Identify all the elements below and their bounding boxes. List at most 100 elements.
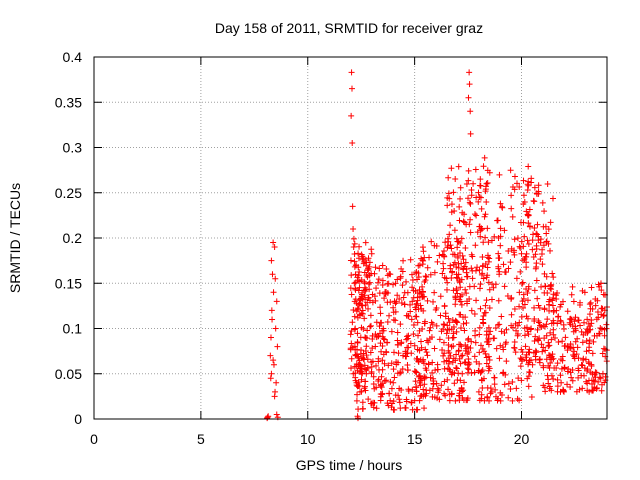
data-point: [481, 154, 488, 161]
data-point: [447, 262, 454, 269]
data-point: [503, 339, 510, 346]
data-point: [575, 365, 582, 372]
data-point: [481, 213, 488, 220]
data-point: [460, 256, 467, 263]
data-point: [477, 194, 484, 201]
data-point: [520, 192, 527, 199]
data-point: [590, 338, 597, 345]
data-point: [547, 219, 554, 226]
data-point: [447, 242, 454, 249]
data-point: [443, 357, 450, 364]
data-point: [482, 260, 489, 267]
data-point: [468, 187, 475, 194]
data-point: [544, 316, 551, 323]
data-point: [440, 352, 447, 359]
data-point: [569, 377, 576, 384]
data-point: [587, 299, 594, 306]
data-point: [453, 235, 460, 242]
data-point: [357, 334, 364, 341]
data-point: [456, 217, 463, 224]
data-point: [508, 322, 515, 329]
data-point: [348, 112, 355, 119]
data-point: [580, 331, 587, 338]
y-tick-label: 0.4: [63, 49, 83, 65]
data-point: [430, 380, 437, 387]
data-point: [396, 296, 403, 303]
data-point: [542, 388, 549, 395]
data-point: [379, 262, 386, 269]
data-point: [449, 334, 456, 341]
data-point: [476, 331, 483, 338]
data-point: [375, 276, 382, 283]
data-point: [408, 316, 415, 323]
data-point: [457, 293, 464, 300]
data-point: [476, 285, 483, 292]
data-point: [603, 321, 610, 328]
data-point: [394, 276, 401, 283]
data-point: [269, 271, 276, 278]
data-point: [578, 372, 585, 379]
data-point: [397, 275, 404, 282]
data-point: [593, 384, 600, 391]
data-point: [517, 363, 524, 370]
data-point: [585, 359, 592, 366]
data-point: [486, 365, 493, 372]
data-point: [519, 279, 526, 286]
data-point: [411, 342, 418, 349]
data-point: [400, 294, 407, 301]
data-point: [549, 302, 556, 309]
data-point: [448, 245, 455, 252]
data-point: [463, 290, 470, 297]
data-point: [349, 139, 356, 146]
data-point: [408, 350, 415, 357]
data-point: [415, 332, 422, 339]
data-point: [534, 221, 541, 228]
data-point: [530, 197, 537, 204]
data-point: [362, 366, 369, 373]
data-point: [425, 360, 432, 367]
data-point: [501, 227, 508, 234]
data-point: [488, 237, 495, 244]
data-point: [497, 200, 504, 207]
chart-title: Day 158 of 2011, SRMTID for receiver gra…: [215, 20, 483, 36]
data-point: [476, 193, 483, 200]
data-point: [379, 327, 386, 334]
data-point: [444, 194, 451, 201]
data-point: [570, 298, 577, 305]
data-point: [444, 279, 451, 286]
data-point: [542, 283, 549, 290]
data-point: [567, 345, 574, 352]
data-point: [392, 280, 399, 287]
data-point: [496, 171, 503, 178]
data-point: [445, 365, 452, 372]
data-point: [551, 335, 558, 342]
data-point: [426, 327, 433, 334]
y-tick-label: 0.1: [63, 321, 83, 337]
data-point: [516, 303, 523, 310]
data-point: [390, 304, 397, 311]
data-point: [456, 392, 463, 399]
data-point: [541, 305, 548, 312]
data-point: [463, 320, 470, 327]
data-point: [434, 258, 441, 265]
data-point: [527, 369, 534, 376]
data-point: [525, 331, 532, 338]
data-point: [349, 203, 356, 210]
data-point: [361, 385, 368, 392]
data-point: [597, 325, 604, 332]
data-point: [521, 332, 528, 339]
data-point: [419, 244, 426, 251]
data-point: [485, 239, 492, 246]
data-point: [409, 284, 416, 291]
data-point: [428, 334, 435, 341]
data-point: [540, 223, 547, 230]
x-tick-label: 10: [300, 431, 316, 447]
data-point: [274, 343, 281, 350]
data-point: [457, 360, 464, 367]
y-tick-label: 0.25: [55, 185, 82, 201]
data-point: [557, 317, 564, 324]
data-point: [488, 296, 495, 303]
data-point: [448, 209, 455, 216]
data-point: [347, 257, 354, 264]
data-point: [470, 180, 477, 187]
